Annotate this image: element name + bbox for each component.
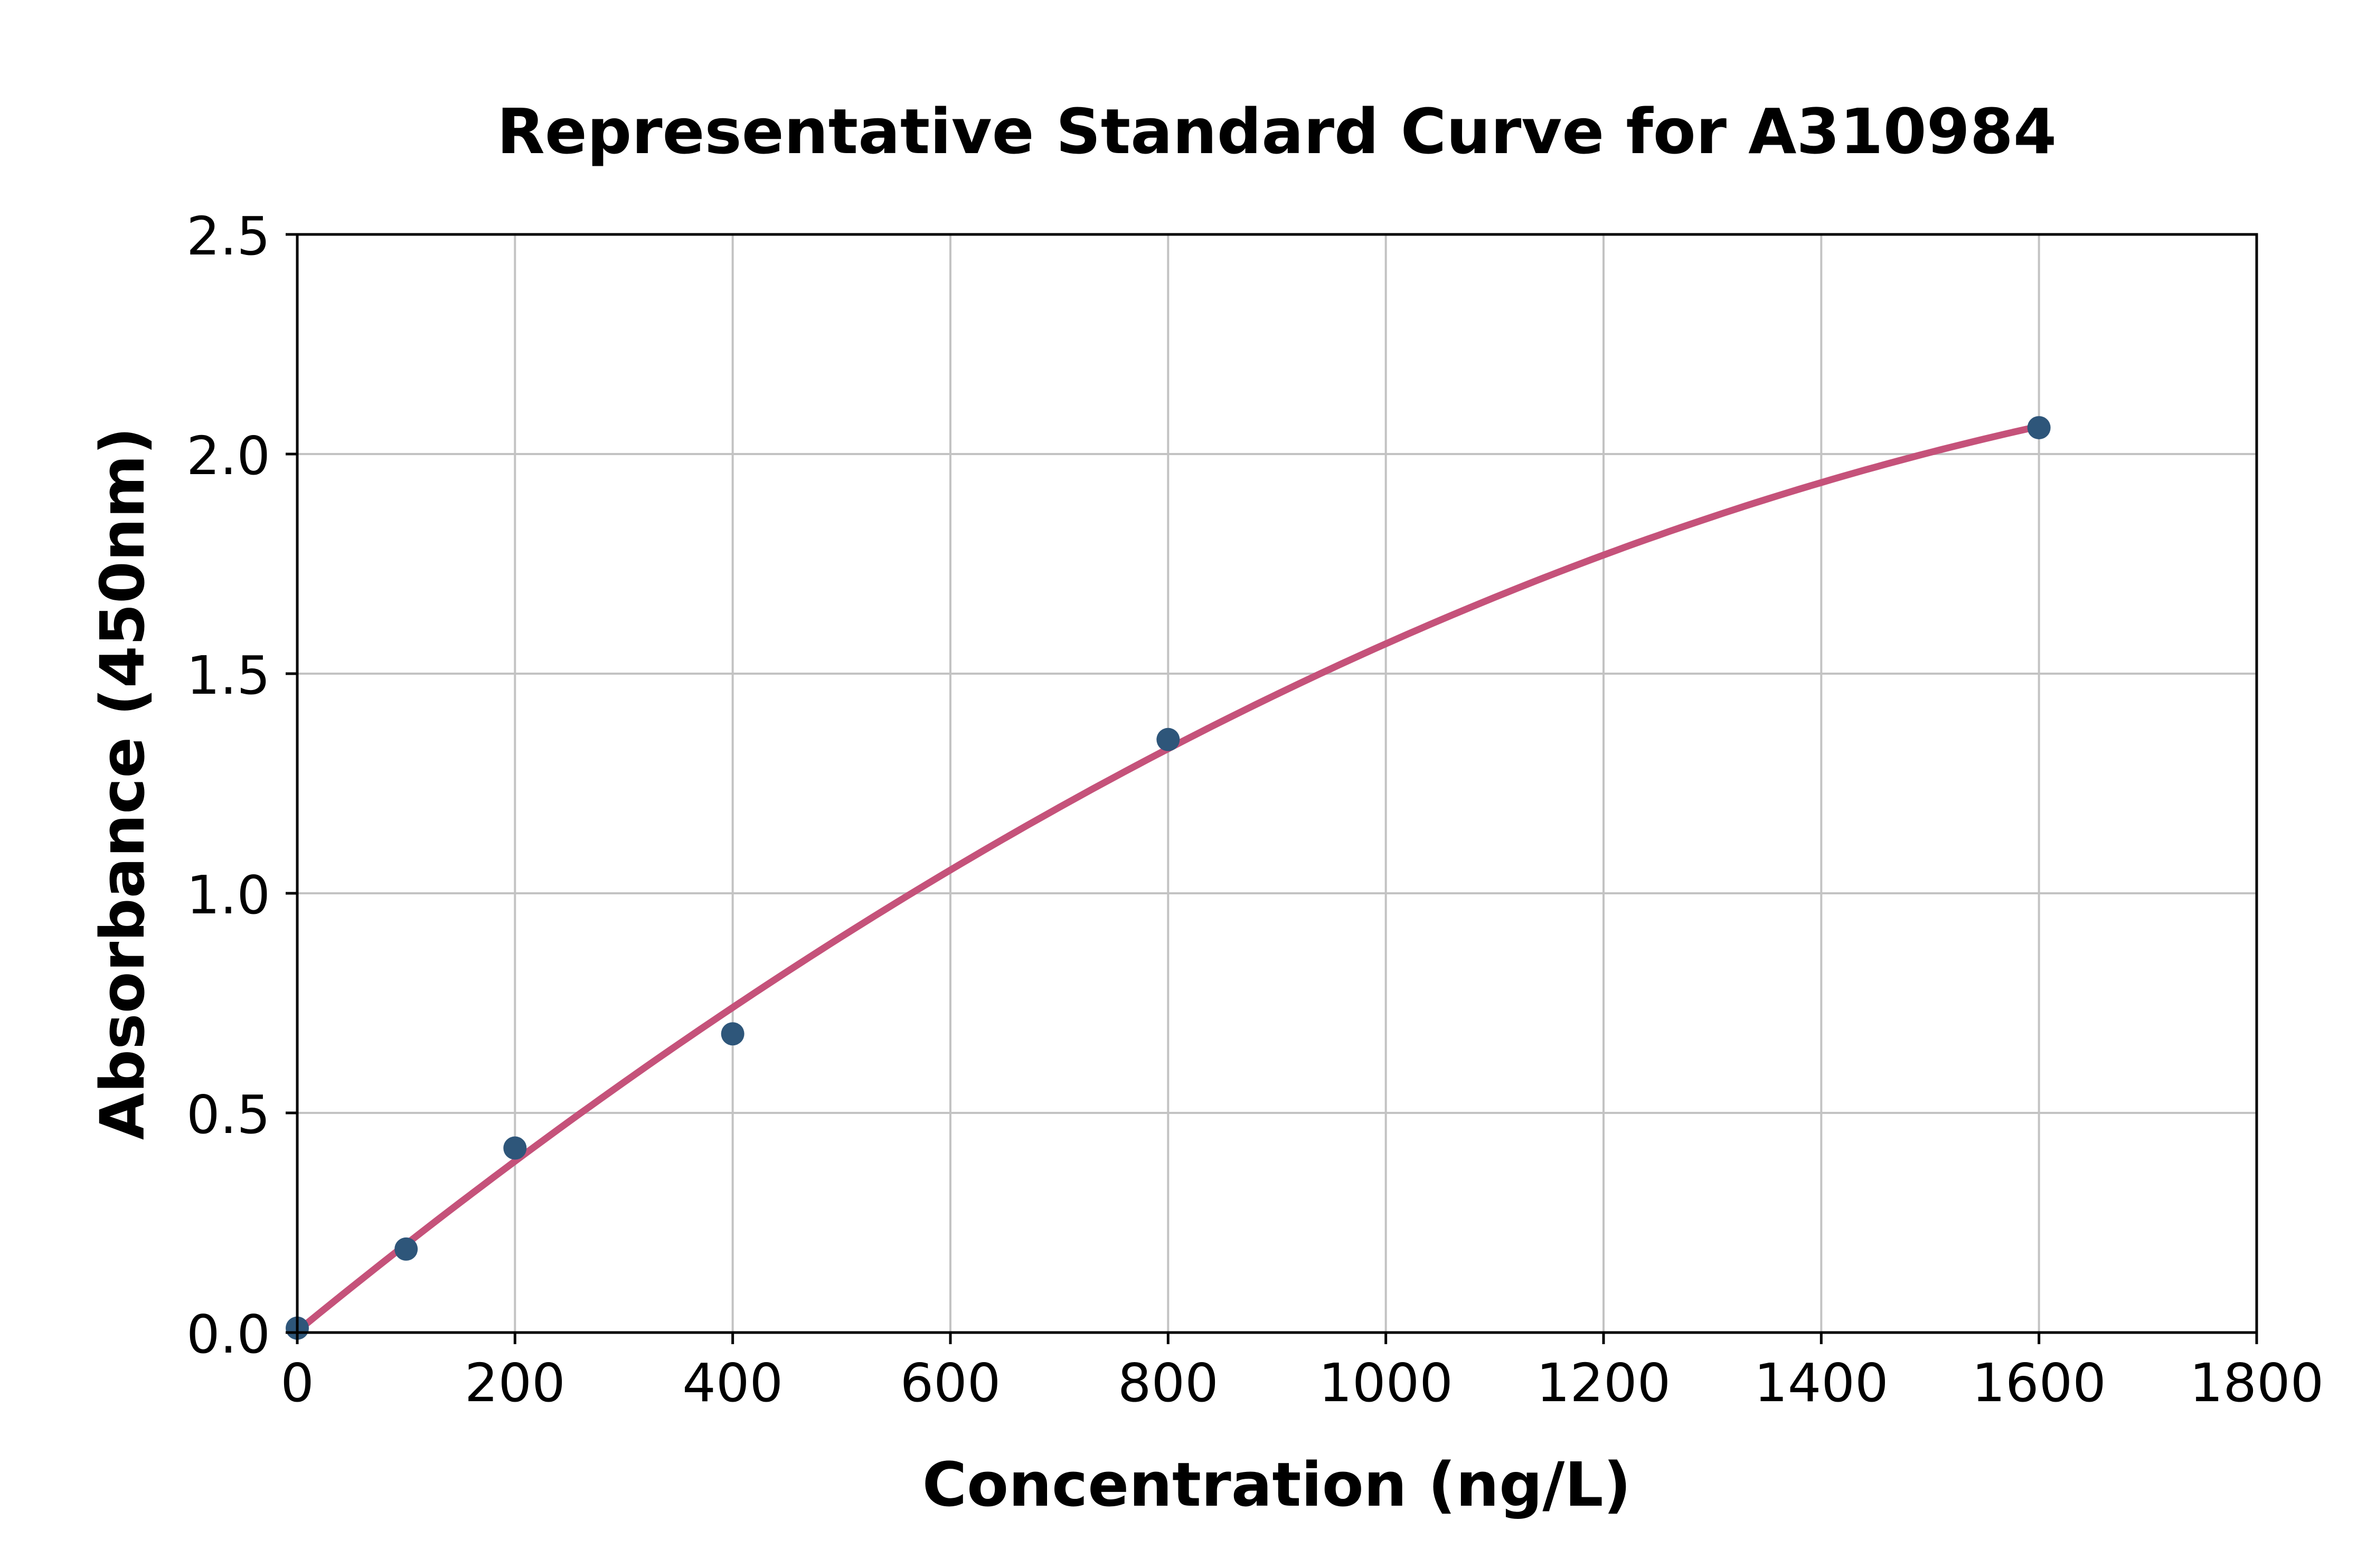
- gridlines: [296, 233, 2258, 1334]
- x-tick-label-400: 400: [682, 1352, 783, 1414]
- data-point-x100: [394, 1237, 418, 1261]
- y-tick-label-1.5: 1.5: [186, 645, 270, 706]
- x-tick-label-600: 600: [900, 1352, 1001, 1414]
- x-tick-label-200: 200: [465, 1352, 565, 1414]
- x-tick-label-1200: 1200: [1536, 1352, 1671, 1414]
- y-tick-label-1: 1.0: [186, 864, 270, 926]
- plot-frame: [296, 233, 2258, 1334]
- tick-labels: 0 200 400 600 800 1000 1200 1400 1600 1800 0.0 0.5 1…: [186, 205, 2324, 1414]
- x-tick-label-800: 800: [1118, 1352, 1219, 1414]
- data-point-x200: [503, 1136, 527, 1160]
- x-tick-label-1000: 1000: [1318, 1352, 1453, 1414]
- x-tick-label-1800: 1800: [2190, 1352, 2324, 1414]
- data-point-x1600: [2027, 416, 2051, 440]
- x-tick-label-0: 0: [280, 1352, 314, 1414]
- plot-border: [296, 233, 2258, 1334]
- x-tick-label-1400: 1400: [1754, 1352, 1889, 1414]
- data-series: [286, 416, 2051, 1340]
- data-point-x800: [1156, 728, 1180, 751]
- y-axis-label: Absorbance (450nm): [88, 427, 158, 1140]
- y-tick-label-2: 2.0: [186, 425, 270, 487]
- y-tick-label-0.5: 0.5: [186, 1084, 270, 1146]
- y-tick-label-2.5: 2.5: [186, 205, 270, 267]
- chart-title: Representative Standard Curve for A31098…: [497, 95, 2057, 168]
- data-point-x400: [721, 1022, 744, 1046]
- x-tick-label-1600: 1600: [1972, 1352, 2106, 1414]
- axis-ticks: [286, 233, 2258, 1344]
- x-axis-label: Concentration (ng/L): [922, 1450, 1632, 1520]
- y-tick-label-0: 0.0: [186, 1303, 270, 1365]
